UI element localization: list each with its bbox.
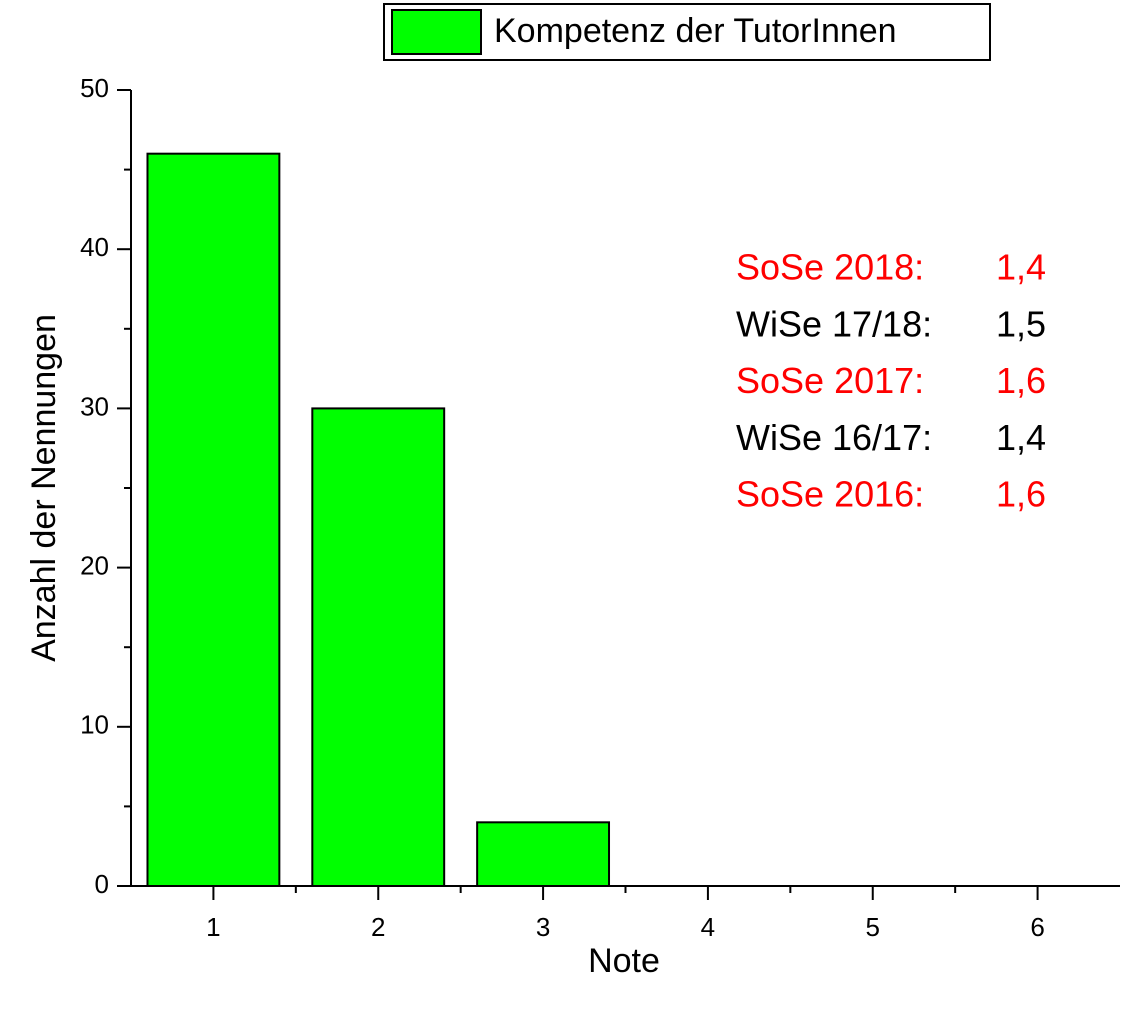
y-tick-label: 40 xyxy=(80,232,109,262)
bar xyxy=(476,821,611,888)
y-tick-label: 10 xyxy=(80,710,109,740)
legend-label: Kompetenz der TutorInnen xyxy=(494,12,897,50)
annotation-label: WiSe 17/18: xyxy=(736,303,932,344)
annotation-label: SoSe 2017: xyxy=(736,360,924,401)
annotation-value: 1,6 xyxy=(996,474,1046,515)
bar xyxy=(311,407,446,887)
y-tick-label: 30 xyxy=(80,391,109,421)
annotation-label: SoSe 2018: xyxy=(736,247,924,288)
bar xyxy=(146,152,281,887)
legend-swatch xyxy=(391,9,482,55)
annotation-label: SoSe 2016: xyxy=(736,474,924,515)
x-tick-label: 6 xyxy=(1030,912,1044,942)
x-tick-label: 4 xyxy=(701,912,715,942)
annotation-value: 1,4 xyxy=(996,247,1046,288)
annotation-value: 1,6 xyxy=(996,360,1046,401)
legend-box xyxy=(383,3,991,61)
annotation-label: WiSe 16/17: xyxy=(736,417,932,458)
y-axis-label: Anzahl der Nennungen xyxy=(25,314,63,662)
y-tick-label: 20 xyxy=(80,550,109,580)
x-tick-label: 3 xyxy=(536,912,550,942)
annotation-value: 1,4 xyxy=(996,417,1046,458)
x-axis-label: Note xyxy=(588,942,660,980)
y-tick-label: 0 xyxy=(95,869,109,899)
annotation-value: 1,5 xyxy=(996,303,1046,344)
y-tick-label: 50 xyxy=(80,73,109,103)
x-tick-label: 1 xyxy=(206,912,220,942)
x-tick-label: 5 xyxy=(866,912,880,942)
x-tick-label: 2 xyxy=(371,912,385,942)
